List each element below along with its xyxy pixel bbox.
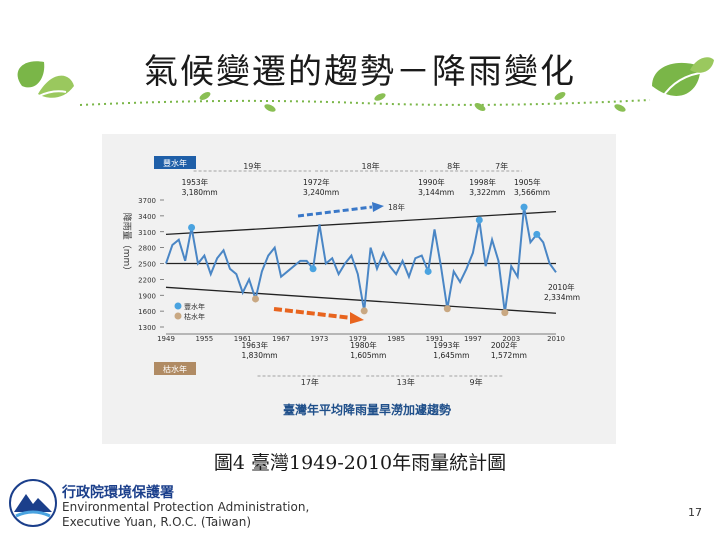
legend-dry-label: 枯水年 bbox=[184, 312, 205, 321]
x-tick-label: 1955 bbox=[195, 335, 213, 343]
wet-annotation-value: 3,566mm bbox=[514, 188, 550, 197]
slide-title: 氣候變遷的趨勢－降雨變化 bbox=[144, 52, 576, 92]
y-tick-label: 3100 bbox=[138, 229, 156, 237]
wet-annotation-year: 1972年 bbox=[303, 177, 330, 187]
wet-annotation-year: 1990年 bbox=[418, 177, 445, 187]
x-tick-label: 2003 bbox=[502, 335, 520, 343]
y-tick-label: 1600 bbox=[138, 308, 156, 316]
legend-wet-label: 豐水年 bbox=[184, 302, 205, 311]
dry-year-badge bbox=[154, 362, 196, 375]
chart-grid: 1300 1600 1900 2200 2500 2800 3100 3400 3700 1949… bbox=[138, 197, 565, 343]
y-tick-label: 3400 bbox=[138, 213, 156, 221]
figure-caption: 圖4 臺灣1949-2010年雨量統計圖 bbox=[213, 452, 507, 474]
wet-annotation-value: 3,240mm bbox=[303, 188, 339, 197]
legend-wet-dot bbox=[174, 302, 182, 310]
x-tick-label: 1991 bbox=[426, 335, 444, 343]
wet-annotation-value: 3,322mm bbox=[469, 188, 505, 197]
epa-logo-icon bbox=[9, 479, 57, 527]
chart-arrows: 18年 bbox=[273, 202, 406, 324]
dry-year-point bbox=[501, 309, 509, 317]
wet-annotation-year: 1905年 bbox=[514, 177, 541, 187]
dry-trend-arrowhead bbox=[350, 312, 364, 324]
x-tick-label: 1961 bbox=[234, 335, 252, 343]
right-leaf-icon bbox=[652, 57, 714, 99]
legend-dry-dot bbox=[174, 312, 182, 320]
x-tick-label: 1973 bbox=[311, 335, 329, 343]
dry-annotation-year: 1963年 bbox=[242, 340, 269, 350]
decorative-vine bbox=[17, 57, 714, 112]
wet-trend-arrow bbox=[297, 205, 373, 218]
wet-interval-label: 7年 bbox=[495, 161, 508, 171]
x-tick-label: 1967 bbox=[272, 335, 290, 343]
wet-year-point bbox=[520, 203, 528, 211]
vine-line bbox=[79, 99, 651, 106]
dry-annotation-year: 2002年 bbox=[491, 340, 518, 350]
dry-trend-arrow bbox=[273, 307, 353, 320]
wet-year-point bbox=[533, 230, 541, 238]
wet-year-badge bbox=[154, 156, 196, 169]
wet-year-badge-text: 豐水年 bbox=[163, 158, 187, 168]
y-tick-label: 3700 bbox=[138, 197, 156, 205]
figure-panel: 1300 1600 1900 2200 2500 2800 3100 3400 3700 1949… bbox=[102, 134, 616, 444]
y-tick-label: 2200 bbox=[138, 276, 156, 284]
page-number: 17 bbox=[688, 506, 702, 519]
annotation-2010-value: 2,334mm bbox=[544, 293, 580, 302]
chart-title: 臺灣年平均降雨量旱澇加遽趨勢 bbox=[283, 402, 451, 417]
dry-year-point bbox=[252, 295, 260, 303]
wet-arrow-label: 18年 bbox=[388, 202, 406, 212]
x-tick-label: 1997 bbox=[464, 335, 482, 343]
dry-annotation-value: 1,830mm bbox=[242, 351, 278, 360]
wet-year-point bbox=[188, 224, 196, 232]
dry-interval-label: 13年 bbox=[397, 377, 415, 387]
wet-year-point bbox=[309, 265, 317, 273]
wet-interval-label: 18年 bbox=[361, 161, 379, 171]
x-tick-label: 2010 bbox=[547, 335, 565, 343]
y-tick-label: 1900 bbox=[138, 292, 156, 300]
wet-year-point bbox=[424, 267, 432, 275]
dry-interval-label: 17年 bbox=[301, 377, 319, 387]
x-tick-label: 1985 bbox=[387, 335, 405, 343]
dry-year-point bbox=[360, 307, 368, 315]
upper-trend-line bbox=[165, 210, 557, 236]
x-tick-label: 1979 bbox=[349, 335, 367, 343]
org-name-english-line2: Executive Yuan, R.O.C. (Taiwan) bbox=[62, 515, 252, 529]
wet-year-point bbox=[475, 216, 483, 224]
wet-interval-label: 19年 bbox=[243, 161, 261, 171]
wet-interval-label: 8年 bbox=[447, 161, 460, 171]
y-tick-label: 2500 bbox=[138, 261, 156, 269]
y-axis-label: 降雨量（mm） bbox=[121, 213, 133, 276]
left-leaf-icon bbox=[17, 61, 74, 103]
chart-points bbox=[188, 203, 541, 317]
dry-year-badge-text: 枯水年 bbox=[163, 364, 187, 374]
dry-annotation-year: 1980年 bbox=[350, 340, 377, 350]
wet-annotation-value: 3,180mm bbox=[182, 188, 218, 197]
wet-annotation-value: 3,144mm bbox=[418, 188, 454, 197]
dry-year-point bbox=[443, 305, 451, 313]
wet-annotation-year: 1998年 bbox=[469, 177, 496, 187]
dry-annotation-value: 1,572mm bbox=[491, 351, 527, 360]
dry-interval-label: 9年 bbox=[470, 377, 483, 387]
lower-trend-line bbox=[165, 286, 557, 314]
vine-small-leaves bbox=[199, 92, 626, 112]
y-tick-label: 1300 bbox=[138, 324, 156, 332]
annotation-2010-year: 2010年 bbox=[548, 282, 575, 292]
x-tick-label: 1949 bbox=[157, 335, 175, 343]
org-name-chinese: 行政院環境保護署 bbox=[62, 485, 174, 501]
y-tick-label: 2800 bbox=[138, 245, 156, 253]
org-name-english-line1: Environmental Protection Administration, bbox=[62, 500, 310, 514]
chart-trend-lines bbox=[165, 210, 557, 314]
dry-annotation-year: 1993年 bbox=[433, 340, 460, 350]
dry-annotation-value: 1,645mm bbox=[433, 351, 469, 360]
wet-trend-arrowhead bbox=[372, 202, 384, 212]
rainfall-chart: 1300 1600 1900 2200 2500 2800 3100 3400 3700 1949… bbox=[121, 156, 581, 417]
series-line bbox=[165, 206, 557, 313]
dry-annotation-value: 1,605mm bbox=[350, 351, 386, 360]
wet-annotation-year: 1953年 bbox=[182, 177, 209, 187]
